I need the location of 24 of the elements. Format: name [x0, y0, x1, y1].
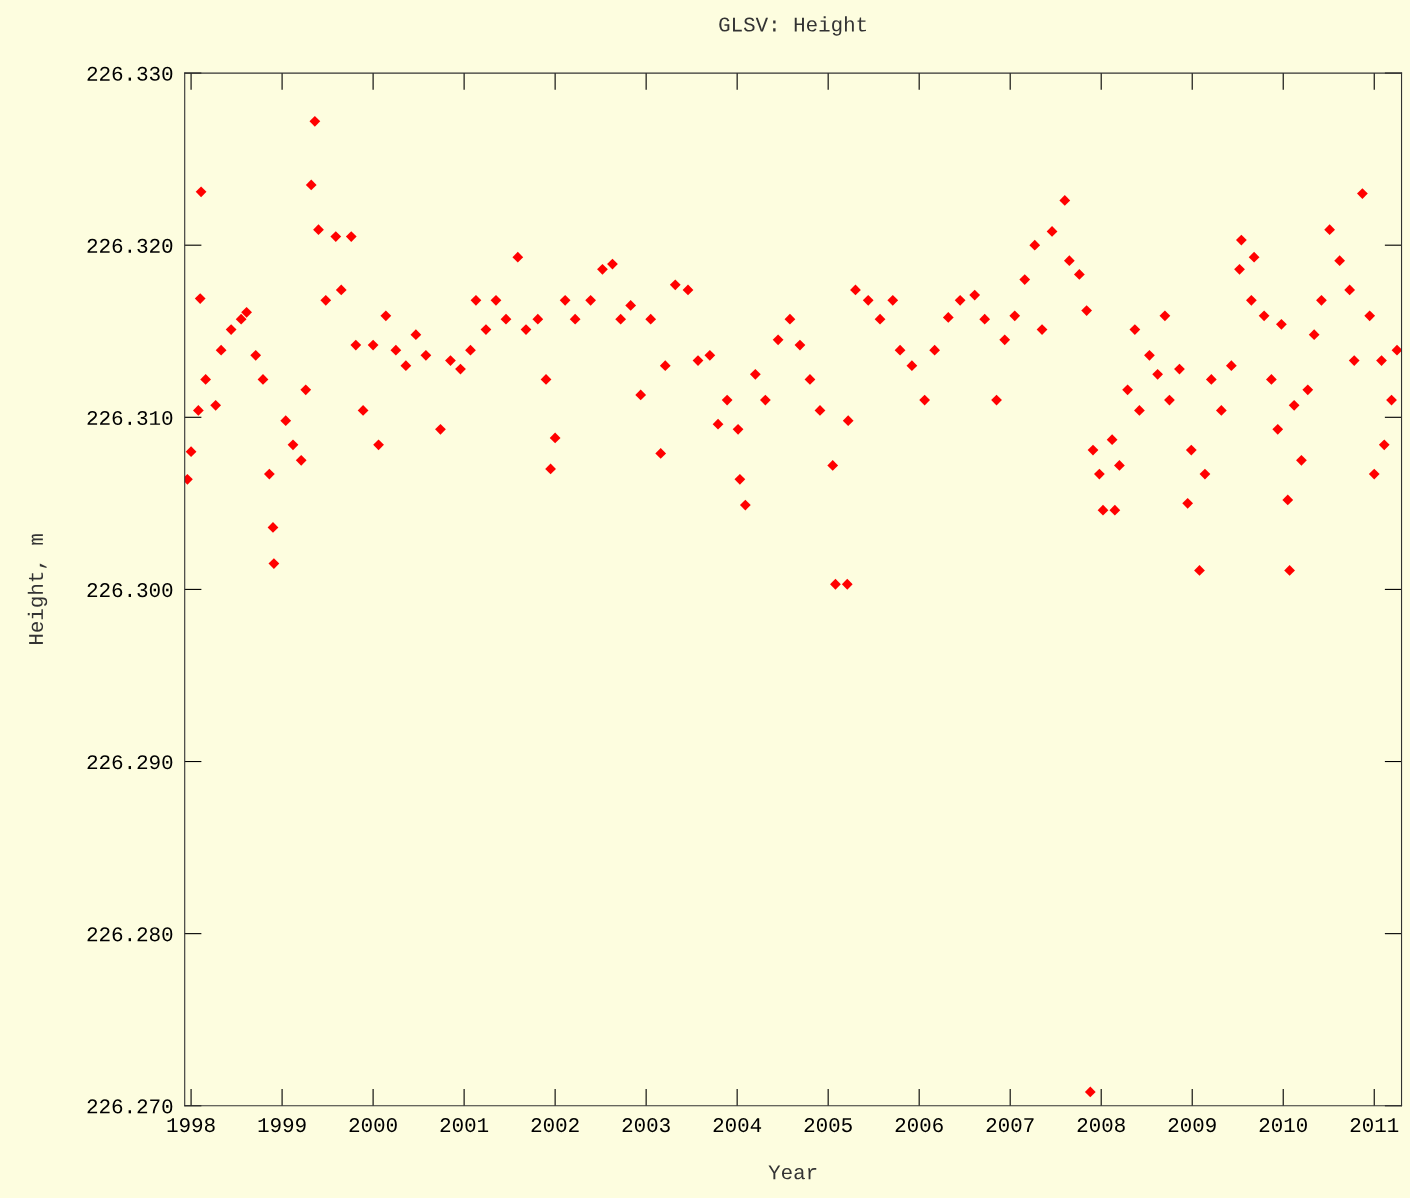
y-tick-label: 226.330 — [87, 66, 173, 81]
x-tick-label: 2006 — [895, 1118, 943, 1133]
x-tick-label: 2009 — [1168, 1118, 1216, 1133]
x-tick-label: 2000 — [349, 1118, 397, 1133]
x-axis-title: Year — [768, 1165, 817, 1180]
x-tick-label: 2004 — [713, 1118, 762, 1133]
x-tick-label: 2001 — [440, 1118, 489, 1133]
y-axis-title: Height, m — [27, 534, 48, 645]
x-tick-label: 2002 — [531, 1118, 579, 1133]
y-tick-label: 226.280 — [87, 927, 173, 942]
x-tick-label: 1999 — [258, 1118, 306, 1133]
x-tick-label: 1998 — [167, 1118, 215, 1133]
y-tick-label: 226.320 — [87, 238, 173, 253]
x-tick-label: 2007 — [986, 1118, 1034, 1133]
y-tick-label: 226.300 — [87, 583, 173, 598]
x-tick-label: 2003 — [622, 1118, 670, 1133]
y-tick-label: 226.310 — [87, 410, 173, 426]
y-tick-label: 226.270 — [87, 1099, 173, 1114]
x-tick-label: 2011 — [1350, 1118, 1399, 1133]
x-tick-label: 2005 — [804, 1118, 852, 1133]
chart-title: GLSV: Height — [719, 16, 866, 36]
y-tick-label: 226.290 — [87, 755, 173, 770]
x-tick-label: 2010 — [1259, 1118, 1307, 1133]
x-tick-label: 2008 — [1077, 1118, 1125, 1133]
